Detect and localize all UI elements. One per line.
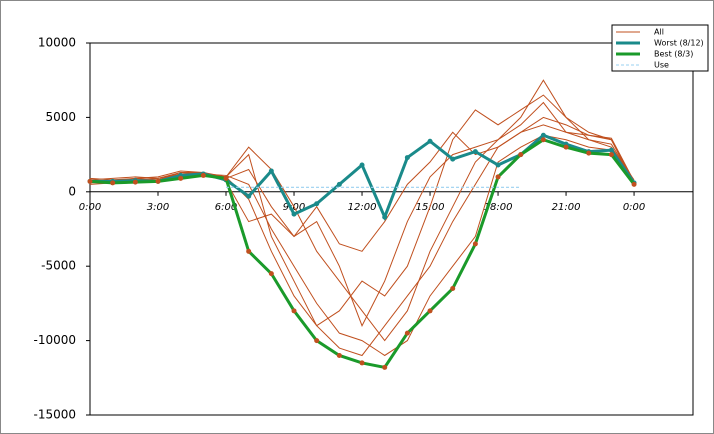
- x-tick-label: 3:00: [147, 202, 169, 213]
- point: [336, 181, 342, 187]
- point: [518, 152, 524, 158]
- point: [540, 132, 546, 138]
- x-tick-label: 6:00: [215, 202, 237, 213]
- point: [336, 352, 342, 358]
- point: [472, 241, 478, 247]
- point: [608, 147, 614, 153]
- legend: [611, 24, 709, 72]
- y-tick-label: -5000: [41, 259, 76, 273]
- y-tick-label: -15000: [33, 408, 76, 422]
- point: [472, 149, 478, 155]
- legend-label: Use: [654, 61, 669, 70]
- point: [404, 330, 410, 336]
- x-tick-label: 0:00: [623, 202, 645, 213]
- point: [608, 152, 614, 158]
- point: [132, 179, 138, 185]
- y-tick-label: 5000: [45, 110, 76, 124]
- point: [450, 156, 456, 162]
- point: [223, 175, 229, 181]
- point: [246, 193, 252, 199]
- point: [87, 178, 93, 184]
- point: [450, 286, 456, 292]
- point: [495, 174, 501, 180]
- point: [200, 172, 206, 178]
- legend-label: All: [654, 28, 664, 37]
- point: [291, 211, 297, 217]
- y-tick-label: -10000: [33, 333, 76, 347]
- point: [110, 180, 116, 186]
- x-tick-label: 0:00: [79, 202, 101, 213]
- y-tick-label: 0: [68, 184, 76, 198]
- point: [246, 248, 252, 254]
- x-tick-label: 18:00: [484, 202, 513, 213]
- legend-label: Worst (8/12): [654, 39, 704, 48]
- point: [268, 271, 274, 277]
- point: [314, 201, 320, 207]
- point: [314, 338, 320, 344]
- point: [291, 308, 297, 314]
- point: [427, 138, 433, 144]
- x-tick-label: 12:00: [348, 202, 377, 213]
- x-tick-label: 21:00: [552, 202, 581, 213]
- point: [631, 181, 637, 187]
- plot-area: [89, 42, 694, 416]
- point: [268, 168, 274, 174]
- legend-label: Best (8/3): [654, 50, 693, 59]
- point: [495, 162, 501, 168]
- point: [404, 155, 410, 161]
- point: [382, 214, 388, 220]
- point: [563, 144, 569, 150]
- y-tick-label: 10000: [38, 36, 76, 50]
- point: [359, 360, 365, 366]
- point: [382, 364, 388, 370]
- series-line: [89, 101, 635, 327]
- point: [359, 162, 365, 168]
- point: [427, 308, 433, 314]
- point: [540, 137, 546, 143]
- series-line: [89, 94, 635, 327]
- point: [178, 175, 184, 181]
- point: [586, 150, 592, 156]
- point: [155, 178, 161, 184]
